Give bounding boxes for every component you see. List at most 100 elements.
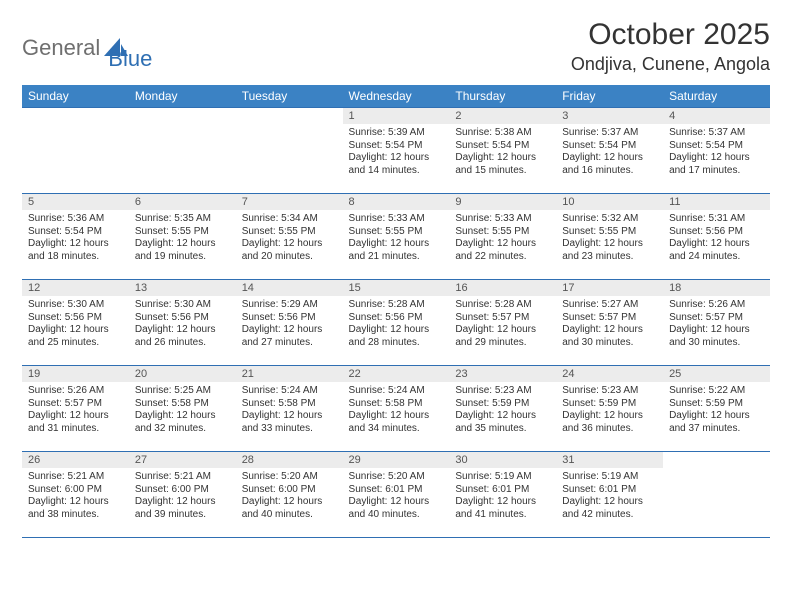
sunrise-text: Sunrise: 5:35 AM	[135, 213, 230, 226]
sunset-text: Sunset: 5:57 PM	[455, 312, 550, 325]
calendar-body: 1Sunrise: 5:39 AMSunset: 5:54 PMDaylight…	[22, 108, 770, 538]
calendar-cell	[129, 108, 236, 194]
calendar-cell: 4Sunrise: 5:37 AMSunset: 5:54 PMDaylight…	[663, 108, 770, 194]
daylight-text-2: and 31 minutes.	[28, 423, 123, 436]
sunset-text: Sunset: 5:57 PM	[562, 312, 657, 325]
sunset-text: Sunset: 5:59 PM	[455, 398, 550, 411]
sunrise-text: Sunrise: 5:26 AM	[28, 385, 123, 398]
day-details: Sunrise: 5:30 AMSunset: 5:56 PMDaylight:…	[22, 296, 129, 353]
sunset-text: Sunset: 6:00 PM	[135, 484, 230, 497]
day-number: 10	[556, 194, 663, 210]
daylight-text-2: and 19 minutes.	[135, 251, 230, 264]
weekday-header: Monday	[129, 85, 236, 108]
day-details: Sunrise: 5:25 AMSunset: 5:58 PMDaylight:…	[129, 382, 236, 439]
day-number: 23	[449, 366, 556, 382]
day-details: Sunrise: 5:24 AMSunset: 5:58 PMDaylight:…	[343, 382, 450, 439]
daylight-text-1: Daylight: 12 hours	[562, 238, 657, 251]
daylight-text-1: Daylight: 12 hours	[455, 324, 550, 337]
day-details: Sunrise: 5:28 AMSunset: 5:57 PMDaylight:…	[449, 296, 556, 353]
daylight-text-2: and 41 minutes.	[455, 509, 550, 522]
daylight-text-1: Daylight: 12 hours	[242, 238, 337, 251]
sunset-text: Sunset: 5:56 PM	[135, 312, 230, 325]
day-details: Sunrise: 5:21 AMSunset: 6:00 PMDaylight:…	[22, 468, 129, 525]
daylight-text-1: Daylight: 12 hours	[135, 238, 230, 251]
daylight-text-1: Daylight: 12 hours	[242, 410, 337, 423]
daylight-text-2: and 25 minutes.	[28, 337, 123, 350]
calendar-cell: 29Sunrise: 5:20 AMSunset: 6:01 PMDayligh…	[343, 452, 450, 538]
sunset-text: Sunset: 5:56 PM	[349, 312, 444, 325]
sunset-text: Sunset: 5:56 PM	[669, 226, 764, 239]
daylight-text-2: and 37 minutes.	[669, 423, 764, 436]
day-number: 19	[22, 366, 129, 382]
calendar-cell: 28Sunrise: 5:20 AMSunset: 6:00 PMDayligh…	[236, 452, 343, 538]
day-details: Sunrise: 5:37 AMSunset: 5:54 PMDaylight:…	[556, 124, 663, 181]
sunrise-text: Sunrise: 5:30 AM	[28, 299, 123, 312]
sunrise-text: Sunrise: 5:25 AM	[135, 385, 230, 398]
calendar-cell: 20Sunrise: 5:25 AMSunset: 5:58 PMDayligh…	[129, 366, 236, 452]
day-number: 31	[556, 452, 663, 468]
calendar-cell: 23Sunrise: 5:23 AMSunset: 5:59 PMDayligh…	[449, 366, 556, 452]
day-number: 22	[343, 366, 450, 382]
day-details: Sunrise: 5:29 AMSunset: 5:56 PMDaylight:…	[236, 296, 343, 353]
sunset-text: Sunset: 5:54 PM	[28, 226, 123, 239]
sunrise-text: Sunrise: 5:37 AM	[562, 127, 657, 140]
sunrise-text: Sunrise: 5:28 AM	[349, 299, 444, 312]
daylight-text-1: Daylight: 12 hours	[28, 324, 123, 337]
day-details: Sunrise: 5:19 AMSunset: 6:01 PMDaylight:…	[449, 468, 556, 525]
calendar-cell	[236, 108, 343, 194]
daylight-text-2: and 29 minutes.	[455, 337, 550, 350]
daylight-text-2: and 18 minutes.	[28, 251, 123, 264]
daylight-text-1: Daylight: 12 hours	[242, 324, 337, 337]
calendar-cell: 1Sunrise: 5:39 AMSunset: 5:54 PMDaylight…	[343, 108, 450, 194]
calendar-cell	[22, 108, 129, 194]
daylight-text-1: Daylight: 12 hours	[349, 410, 444, 423]
daylight-text-1: Daylight: 12 hours	[349, 324, 444, 337]
daylight-text-1: Daylight: 12 hours	[455, 238, 550, 251]
day-number: 20	[129, 366, 236, 382]
sunset-text: Sunset: 5:54 PM	[349, 140, 444, 153]
day-number: 28	[236, 452, 343, 468]
day-details: Sunrise: 5:23 AMSunset: 5:59 PMDaylight:…	[449, 382, 556, 439]
day-number: 16	[449, 280, 556, 296]
day-number: 2	[449, 108, 556, 124]
daylight-text-2: and 35 minutes.	[455, 423, 550, 436]
daylight-text-1: Daylight: 12 hours	[242, 496, 337, 509]
calendar-cell: 9Sunrise: 5:33 AMSunset: 5:55 PMDaylight…	[449, 194, 556, 280]
day-details: Sunrise: 5:20 AMSunset: 6:01 PMDaylight:…	[343, 468, 450, 525]
daylight-text-2: and 24 minutes.	[669, 251, 764, 264]
day-number: 26	[22, 452, 129, 468]
sunrise-text: Sunrise: 5:31 AM	[669, 213, 764, 226]
weekday-header: Sunday	[22, 85, 129, 108]
calendar-cell: 8Sunrise: 5:33 AMSunset: 5:55 PMDaylight…	[343, 194, 450, 280]
daylight-text-1: Daylight: 12 hours	[455, 410, 550, 423]
sunrise-text: Sunrise: 5:24 AM	[242, 385, 337, 398]
calendar-header-row: SundayMondayTuesdayWednesdayThursdayFrid…	[22, 85, 770, 108]
day-details: Sunrise: 5:27 AMSunset: 5:57 PMDaylight:…	[556, 296, 663, 353]
sunrise-text: Sunrise: 5:20 AM	[349, 471, 444, 484]
daylight-text-2: and 15 minutes.	[455, 165, 550, 178]
day-number: 30	[449, 452, 556, 468]
sunrise-text: Sunrise: 5:19 AM	[455, 471, 550, 484]
day-number: 8	[343, 194, 450, 210]
day-details: Sunrise: 5:24 AMSunset: 5:58 PMDaylight:…	[236, 382, 343, 439]
day-number: 21	[236, 366, 343, 382]
day-number: 18	[663, 280, 770, 296]
weekday-header: Tuesday	[236, 85, 343, 108]
daylight-text-1: Daylight: 12 hours	[28, 238, 123, 251]
daylight-text-1: Daylight: 12 hours	[135, 496, 230, 509]
calendar-cell	[663, 452, 770, 538]
calendar-cell: 18Sunrise: 5:26 AMSunset: 5:57 PMDayligh…	[663, 280, 770, 366]
sunrise-text: Sunrise: 5:26 AM	[669, 299, 764, 312]
daylight-text-2: and 14 minutes.	[349, 165, 444, 178]
day-number: 29	[343, 452, 450, 468]
daylight-text-2: and 32 minutes.	[135, 423, 230, 436]
weekday-header: Friday	[556, 85, 663, 108]
sunrise-text: Sunrise: 5:20 AM	[242, 471, 337, 484]
sunset-text: Sunset: 6:01 PM	[455, 484, 550, 497]
day-number: 12	[22, 280, 129, 296]
day-details: Sunrise: 5:36 AMSunset: 5:54 PMDaylight:…	[22, 210, 129, 267]
day-number: 4	[663, 108, 770, 124]
calendar-cell: 6Sunrise: 5:35 AMSunset: 5:55 PMDaylight…	[129, 194, 236, 280]
day-details: Sunrise: 5:20 AMSunset: 6:00 PMDaylight:…	[236, 468, 343, 525]
calendar-cell: 25Sunrise: 5:22 AMSunset: 5:59 PMDayligh…	[663, 366, 770, 452]
